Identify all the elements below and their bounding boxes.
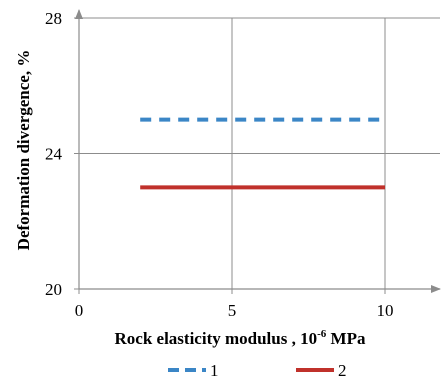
x-tick-label-0: 0	[75, 301, 84, 320]
x-axis-title-unit: MPa	[326, 329, 366, 348]
y-axis-arrow	[75, 9, 83, 19]
axes	[74, 9, 441, 294]
x-axis-arrow	[431, 285, 441, 293]
y-tick-label-20: 20	[45, 280, 62, 299]
x-tick-label-5: 5	[228, 301, 237, 320]
plot-series	[140, 117, 385, 190]
tick-labels: 0 5 10 20 24 28	[45, 9, 394, 320]
y-axis-title: Deformation divergence, %	[14, 50, 33, 251]
x-axis-title: Rock elasticity modulus , 10-6 MPa	[115, 328, 366, 348]
legend-label-series-1: 1	[210, 361, 219, 380]
legend: 1 2	[168, 361, 347, 380]
y-tick-label-28: 28	[45, 9, 62, 28]
legend-label-series-2: 2	[338, 361, 347, 380]
x-tick-label-10: 10	[377, 301, 394, 320]
y-tick-label-24: 24	[45, 145, 63, 164]
grid-lines	[79, 17, 440, 289]
x-axis-title-superscript: -6	[317, 328, 327, 340]
x-axis-title-main: Rock elasticity modulus , 10	[115, 329, 318, 348]
